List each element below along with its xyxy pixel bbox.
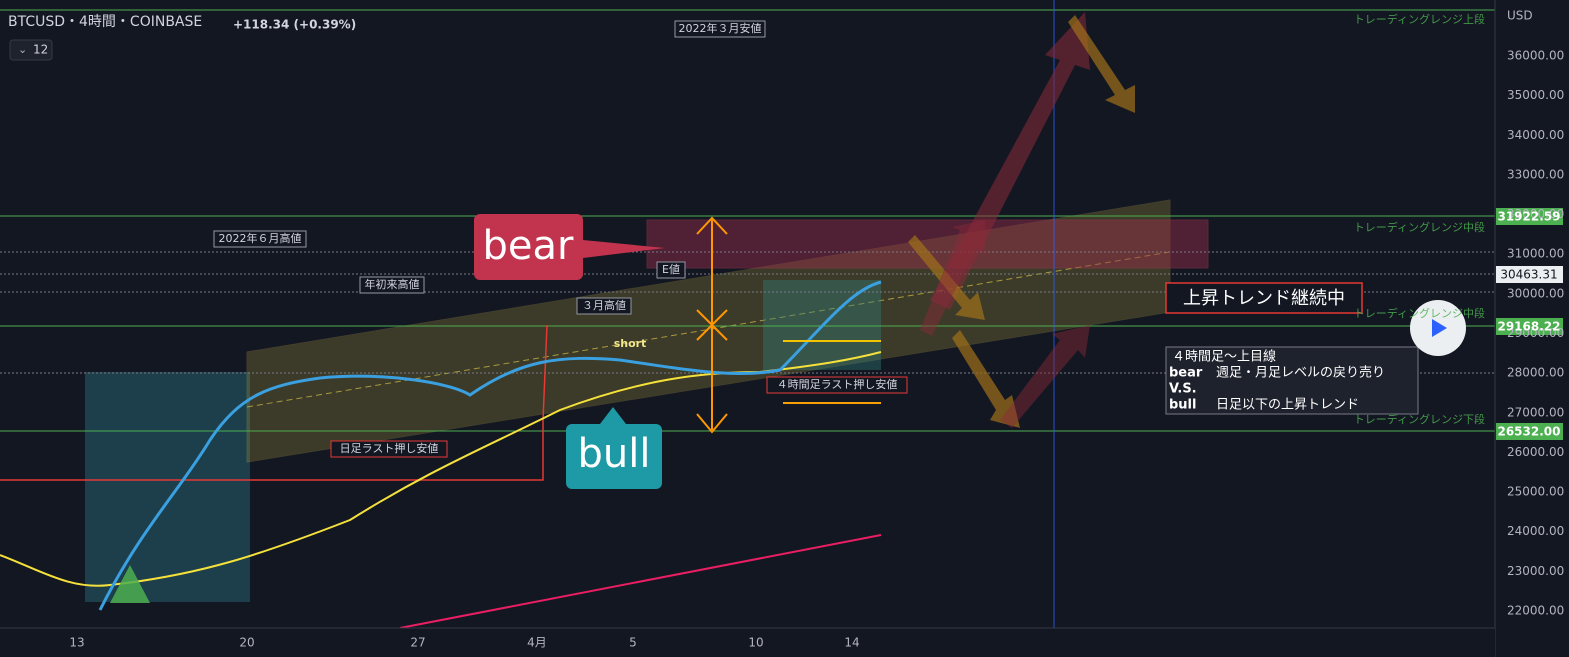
price-label: 22000.00 <box>1507 603 1564 617</box>
price-label: 35000.00 <box>1507 88 1564 102</box>
time-label: 14 <box>844 636 859 650</box>
label: 日足ラスト押し安値 <box>340 441 439 455</box>
price-tag: 29168.22 <box>1497 320 1560 334</box>
price-tag: 31922.59 <box>1497 210 1560 224</box>
bull-callout: bull <box>578 431 651 477</box>
label: 年初来高値 <box>365 277 420 291</box>
price-label: 25000.00 <box>1507 485 1564 499</box>
price-label: 29000.00 <box>1507 326 1564 340</box>
range-label: トレーディングレンジ中段 <box>1354 306 1485 320</box>
symbol: BTCUSD・4時間・COINBASE <box>8 14 202 30</box>
range-label: トレーディングレンジ下段 <box>1354 412 1485 426</box>
time-label: 10 <box>748 636 763 650</box>
time-axis: 13 20 27 4月 5 10 14 <box>69 636 859 650</box>
price-label: 33000.00 <box>1507 167 1564 181</box>
time-label: 20 <box>239 636 254 650</box>
price-change: +118.34 (+0.39%) <box>233 18 356 32</box>
range-label: トレーディングレンジ上段 <box>1354 12 1485 26</box>
time-label: 27 <box>410 636 425 650</box>
price-label: 27000.00 <box>1507 405 1564 419</box>
price-label: 26000.00 <box>1507 445 1564 459</box>
info-value: 週足・月足レベルの戻り売り <box>1216 365 1385 381</box>
info-key: bull <box>1169 398 1196 413</box>
price-tag: 26532.00 <box>1497 425 1560 439</box>
price-label: 36000.00 <box>1507 49 1564 63</box>
last-price-tag: 30463.31 <box>1500 268 1557 282</box>
price-label: 31000.00 <box>1507 247 1564 261</box>
time-label: 5 <box>629 636 637 650</box>
trend-label: 上昇トレンド継続中 <box>1183 288 1345 309</box>
collapse-icon[interactable]: ⌄ <box>18 43 27 56</box>
bear-callout: bear <box>483 223 575 269</box>
price-label: 28000.00 <box>1507 366 1564 380</box>
price-label: 34000.00 <box>1507 128 1564 142</box>
time-label: 13 <box>69 636 84 650</box>
price-label: 24000.00 <box>1507 524 1564 538</box>
currency: USD <box>1507 9 1533 23</box>
price-label: 23000.00 <box>1507 564 1564 578</box>
price-label: 30000.00 <box>1507 286 1564 300</box>
info-key: bear <box>1169 366 1203 381</box>
label: ４時間足ラスト押し安値 <box>777 377 898 391</box>
indicator-count[interactable]: 12 <box>33 43 48 57</box>
info-key: V.S. <box>1169 382 1197 397</box>
label: ３月高値 <box>582 298 626 312</box>
label: 2022年６月高値 <box>219 231 302 245</box>
info-value: 日足以下の上昇トレンド <box>1216 398 1359 413</box>
range-label: トレーディングレンジ中段 <box>1354 220 1485 234</box>
time-label: 4月 <box>527 636 547 650</box>
label: short <box>614 337 647 350</box>
info-rows: bear 週足・月足レベルの戻り売り V.S.bull 日足以下の上昇トレンド <box>1169 365 1385 413</box>
price-label: 32000.00 <box>1507 207 1564 221</box>
label: E値 <box>662 263 680 276</box>
info-title: ４時間足〜上目線 <box>1172 349 1276 365</box>
label: 2022年３月安値 <box>679 21 762 35</box>
price-axis: 36000.00 35000.00 34000.00 33000.00 32000.00… <box>1507 49 1564 618</box>
